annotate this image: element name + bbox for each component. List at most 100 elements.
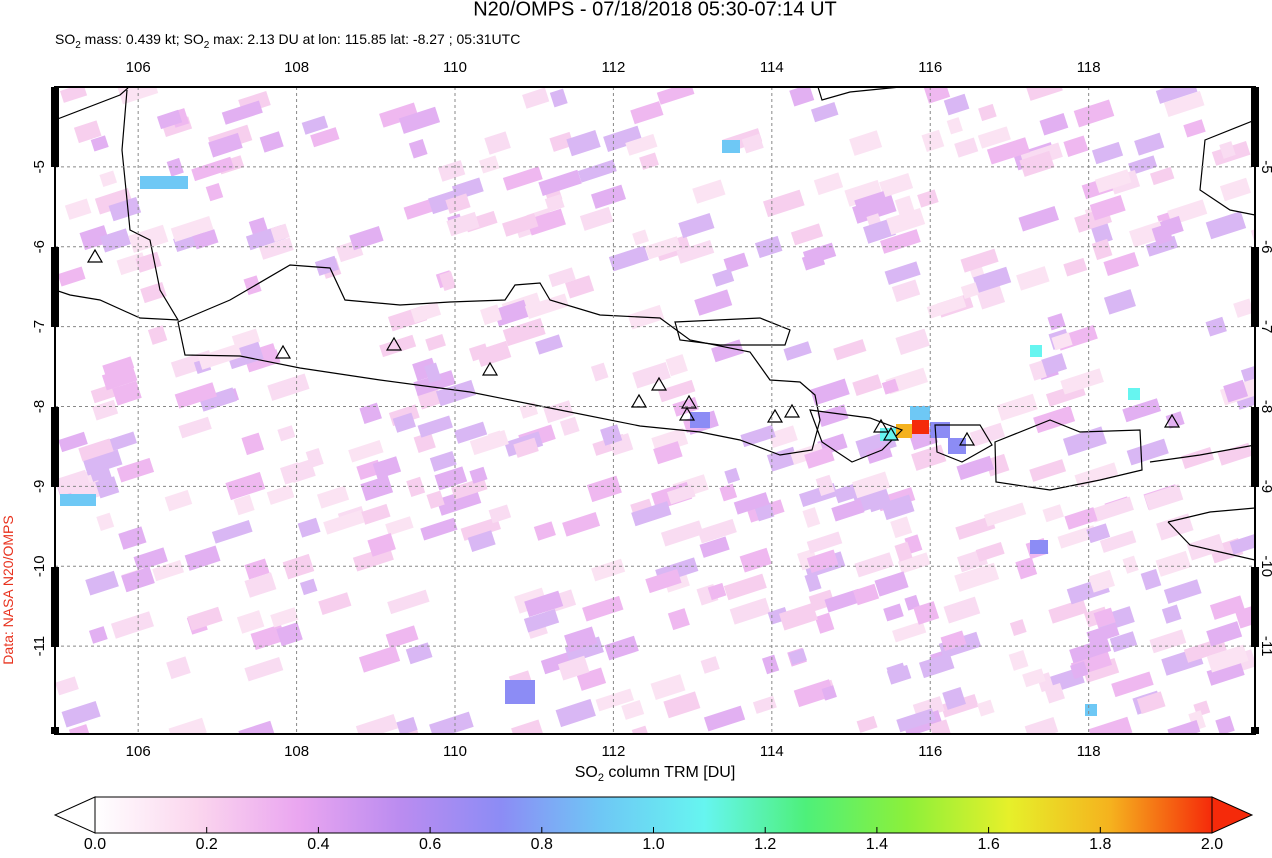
swath-pixel — [1145, 235, 1179, 257]
y-tick-label: -8 — [1258, 400, 1272, 413]
x-tick-label: 118 — [1077, 59, 1101, 76]
swath-pixel — [1149, 629, 1187, 654]
swath-pixel — [650, 674, 686, 700]
swath-pixel — [259, 131, 284, 153]
swath-pixel — [733, 492, 770, 515]
swath-pixel — [59, 87, 88, 103]
swath-pixel — [133, 547, 168, 571]
swath-pixel — [604, 635, 639, 661]
swath-pixel — [493, 299, 530, 327]
y-tick-label: -7 — [31, 320, 48, 333]
so2-pixel — [1128, 388, 1140, 400]
x-tick-label: 114 — [760, 743, 784, 760]
swath-pixel — [480, 304, 503, 326]
swath-pixel — [886, 664, 912, 685]
subtitle: SO2 mass: 0.439 kt; SO2 max: 2.13 DU at … — [55, 31, 520, 51]
swath-pixel — [1156, 513, 1194, 541]
colorbar-under — [53, 796, 96, 834]
swath-pixel — [1070, 661, 1089, 680]
swath-pixel — [1062, 426, 1107, 456]
swath-pixel — [1042, 504, 1064, 523]
swath-pixel — [801, 251, 826, 271]
swath-pixel — [810, 102, 839, 123]
so2-pixel — [910, 406, 930, 420]
swath-pixel — [1183, 119, 1206, 138]
swath-pixel — [1044, 683, 1065, 704]
swath-pixel — [978, 103, 997, 122]
swath-pixel — [849, 130, 883, 156]
swath-pixel — [317, 485, 350, 509]
swath-pixel — [425, 334, 446, 351]
map-background — [55, 87, 1255, 734]
swath-pixel — [557, 655, 590, 681]
swath-pixel — [178, 416, 212, 439]
swath-pixel — [1091, 238, 1113, 261]
coastline-lombok — [934, 424, 993, 463]
swath-pixel — [197, 343, 242, 370]
swath-pixel — [600, 424, 623, 446]
swath-pixel — [660, 520, 704, 547]
swath-pixel — [631, 501, 672, 527]
swath-pixel — [55, 676, 79, 696]
y-tick-label: -10 — [31, 555, 48, 577]
swath-pixel — [314, 255, 339, 276]
swath-pixel — [1149, 166, 1175, 186]
swath-pixel — [152, 560, 185, 582]
swath-pixel — [608, 245, 649, 272]
swath-pixel — [955, 515, 996, 540]
swath-pixel — [1064, 507, 1098, 530]
swath-pixel — [413, 431, 436, 454]
volcanoes — [86, 248, 1181, 446]
y-tick-label: -6 — [1258, 240, 1272, 253]
swath-pixel — [1209, 595, 1245, 620]
swath-pixel — [410, 301, 442, 324]
swath-pixel — [166, 656, 191, 680]
swath-pixel — [969, 422, 1006, 447]
swath-pixel — [1029, 459, 1067, 482]
frame-ticks — [51, 87, 1259, 734]
swath-pixel — [712, 268, 735, 287]
swath-pixel — [719, 483, 738, 502]
swath-pixel — [1122, 398, 1162, 423]
colorbar-tick-label: 0.8 — [531, 836, 553, 853]
swath-pixel — [904, 594, 921, 611]
swath-pixel — [140, 281, 167, 304]
swath-pixel — [921, 129, 945, 152]
swath-pixel — [676, 240, 715, 264]
swath-pixel — [943, 93, 970, 116]
swath-pixel — [101, 365, 138, 391]
swath-pixel — [559, 416, 580, 436]
subtitle-part: mass: 0.439 kt; SO — [81, 31, 204, 47]
swath-pixel — [790, 442, 825, 465]
swath-pixel — [469, 430, 509, 456]
swath-pixel — [831, 498, 865, 522]
swath-pixel — [437, 160, 466, 182]
x-tick-label: 110 — [443, 743, 467, 760]
swath-pixel — [323, 510, 365, 535]
swath-pixel — [359, 402, 382, 424]
swath-pixel — [1219, 177, 1251, 202]
swath-pixel — [83, 449, 123, 476]
swath-pixel — [1060, 368, 1104, 395]
x-tick-label: 112 — [601, 743, 625, 760]
swath-pixel — [221, 100, 263, 125]
x-tick-label: 116 — [918, 743, 942, 760]
swath-pixel — [926, 295, 967, 319]
swath-pixel — [549, 88, 568, 108]
subscript: 2 — [204, 40, 210, 51]
swath-pixel — [883, 603, 904, 622]
swath-pixel — [956, 455, 995, 481]
swath-pixel — [469, 466, 488, 484]
swath-pixel — [810, 378, 850, 406]
swath-pixel — [815, 474, 835, 496]
coastline-bali — [809, 409, 904, 463]
swath-pixel — [479, 155, 500, 174]
swath-pixel — [897, 552, 931, 574]
swath-pixel — [1219, 141, 1236, 159]
swath-pixel — [865, 490, 888, 513]
so2-field — [55, 87, 1255, 734]
swath-pixel — [270, 607, 299, 628]
swath-pixel — [1063, 257, 1088, 277]
coastline-sulawesi — [1199, 119, 1255, 216]
swath-pixel — [631, 725, 650, 734]
